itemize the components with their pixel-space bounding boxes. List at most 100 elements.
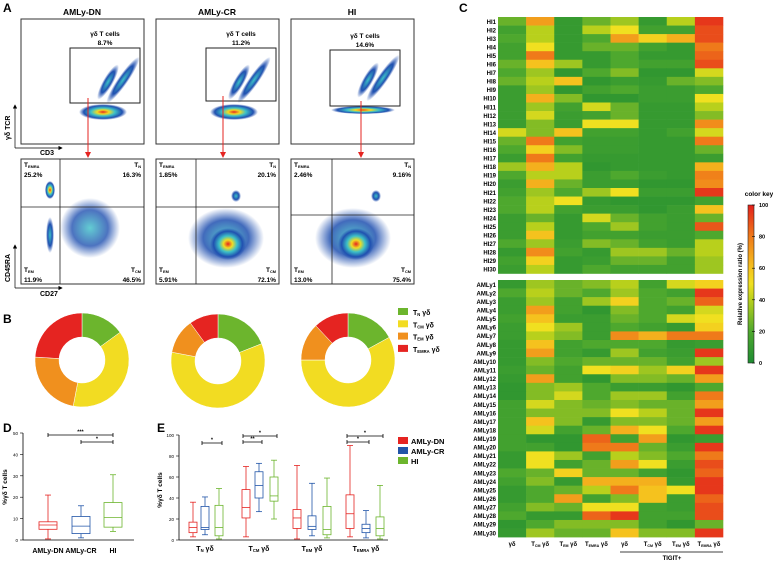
y-tick-label: 10 xyxy=(13,517,19,522)
heatmap-cell xyxy=(498,331,527,341)
heatmap-cell xyxy=(666,247,696,257)
column-label-t: γδ xyxy=(509,542,516,548)
significance-label: ** xyxy=(250,437,255,443)
heatmap-cell xyxy=(582,331,611,341)
heatmap-cell xyxy=(694,399,724,409)
heatmap-cell xyxy=(638,196,668,206)
heatmap-cell xyxy=(498,76,527,86)
row-label: AMLy20 xyxy=(473,446,496,452)
heatmap-cell xyxy=(498,59,527,69)
heatmap-cell xyxy=(610,348,639,358)
heatmap-cell xyxy=(554,102,583,112)
heatmap-cell xyxy=(694,357,724,366)
heatmap-row-amly xyxy=(498,314,724,324)
row-label: HI6 xyxy=(487,63,497,69)
heatmap-row-hi xyxy=(498,264,724,274)
heatmap-row-amly xyxy=(498,451,724,461)
heatmap-row-hi xyxy=(498,239,724,249)
heatmap-row-hi xyxy=(498,170,724,180)
heatmap-cell xyxy=(582,408,611,418)
box-HI xyxy=(214,488,224,540)
quadrant-temra-pct: 1.85% xyxy=(159,172,178,179)
heatmap-cell xyxy=(526,502,555,512)
box-1 xyxy=(71,505,91,539)
gd-gate xyxy=(205,47,277,102)
heatmap-cell xyxy=(554,511,583,521)
heatmap-cell xyxy=(526,459,555,469)
row-label: AMLy22 xyxy=(473,463,496,469)
heatmap-cell xyxy=(638,153,668,163)
box-2 xyxy=(103,474,123,532)
heatmap-cell xyxy=(694,188,724,197)
x-tick-label-t: T xyxy=(249,546,254,553)
heatmap-cell xyxy=(610,205,639,214)
heatmap-row-amly xyxy=(498,528,724,538)
heatmap-cell xyxy=(694,162,724,172)
quadrant-tcm-name-sub: CM xyxy=(135,269,141,274)
legend-label-t: T xyxy=(413,322,418,329)
heatmap-cell xyxy=(666,102,696,112)
heatmap-cell xyxy=(554,322,583,332)
quadrant-temra-name: TEMRA xyxy=(294,162,310,169)
heatmap-row-hi xyxy=(498,51,724,61)
heatmap-cell xyxy=(498,528,527,538)
significance-label: * xyxy=(211,438,214,444)
heatmap-cell xyxy=(694,111,724,120)
heatmap-cell xyxy=(694,76,724,86)
legend-swatch xyxy=(398,437,408,444)
heatmap-cell xyxy=(582,528,611,538)
heatmap-cell xyxy=(526,59,555,69)
box-AMLy-CR xyxy=(254,462,264,513)
heatmap-cell xyxy=(694,477,724,486)
column-label-sub: EM xyxy=(676,544,681,548)
heatmap-cell xyxy=(582,348,611,358)
heatmap-cell xyxy=(610,102,639,112)
heatmap-cell xyxy=(638,119,668,129)
quadrant-temra-pct: 2.46% xyxy=(294,172,313,179)
heatmap-cell xyxy=(694,382,724,392)
flow-plot-title: HI xyxy=(348,7,357,17)
legend-label-t: T xyxy=(413,310,418,317)
heatmap-cell xyxy=(666,68,696,78)
heatmap-cell xyxy=(610,239,639,249)
row-label: HI23 xyxy=(483,208,496,214)
heatmap-row-amly xyxy=(498,305,724,315)
heatmap-cell xyxy=(610,459,639,469)
legend-label-sub: EMRA xyxy=(417,349,429,354)
heatmap-cell xyxy=(610,528,639,538)
heatmap-cell xyxy=(526,93,555,103)
heatmap-cell xyxy=(666,222,696,232)
heatmap-cell xyxy=(638,511,668,521)
quadrant-temra-name-sub: EMRA xyxy=(163,164,175,169)
row-label: HI26 xyxy=(483,234,496,240)
x-tick-label-suffix: γδ xyxy=(204,546,214,553)
heatmap-cell xyxy=(610,76,639,86)
heatmap-cell xyxy=(694,205,724,214)
heatmap-cell xyxy=(498,459,527,469)
cd27-vs-cd45ra-plot xyxy=(290,158,415,285)
quadrant-tem-name-sub: EM xyxy=(28,269,34,274)
heatmap-cell xyxy=(582,434,611,444)
heatmap-cell xyxy=(582,357,611,366)
heatmap-cell xyxy=(526,305,555,315)
heatmap-cell xyxy=(666,213,696,223)
heatmap-cell xyxy=(610,365,639,375)
column-label-t: T xyxy=(531,542,535,548)
heatmap-cell xyxy=(610,305,639,315)
heatmap-cell xyxy=(666,374,696,384)
row-label: AMLy26 xyxy=(473,497,496,503)
heatmap-cell xyxy=(498,222,527,232)
heatmap-cell xyxy=(526,256,555,266)
heatmap-cell xyxy=(526,196,555,206)
heatmap-cell xyxy=(610,314,639,324)
row-label: AMLy30 xyxy=(473,531,496,537)
heatmap-cell xyxy=(666,511,696,521)
x-tick-label: TN γδ xyxy=(196,546,213,553)
heatmap-cell xyxy=(498,25,527,35)
heatmap-cell xyxy=(526,264,555,274)
row-label: HI13 xyxy=(483,122,496,128)
significance-label: * xyxy=(357,437,360,443)
heatmap-cell xyxy=(498,348,527,358)
heatmap-cell xyxy=(638,188,668,197)
heatmap-cell xyxy=(610,288,639,298)
